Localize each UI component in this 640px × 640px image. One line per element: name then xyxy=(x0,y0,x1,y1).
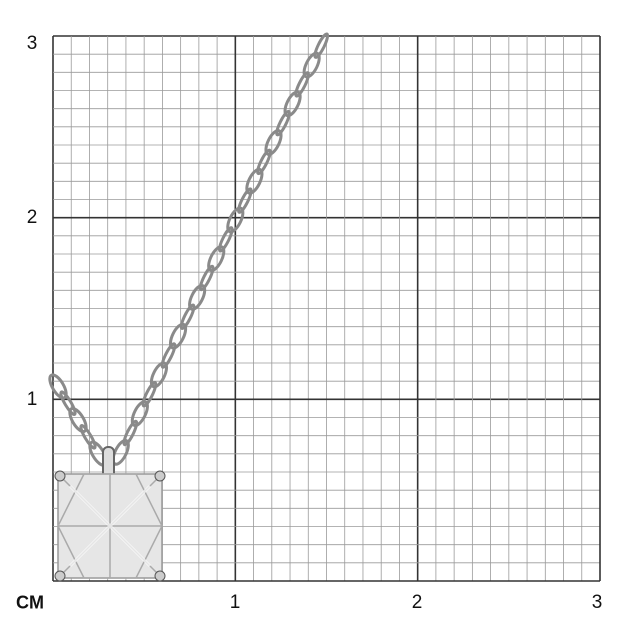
chain-link xyxy=(188,283,207,311)
chain-link xyxy=(313,32,330,59)
chain-link xyxy=(198,264,215,292)
y-label-3: 3 xyxy=(26,33,38,54)
chain-link xyxy=(256,148,272,176)
chain-link xyxy=(294,71,310,98)
prong xyxy=(54,470,66,482)
chain-link xyxy=(130,400,149,428)
chain-link xyxy=(79,424,97,450)
chain-link xyxy=(160,342,177,369)
unit-label: CM xyxy=(16,592,44,613)
prong xyxy=(154,570,166,582)
chain-link xyxy=(302,51,321,79)
chain-link xyxy=(111,438,130,466)
y-label-2: 2 xyxy=(26,207,38,228)
chain-link xyxy=(48,373,68,400)
chain-link xyxy=(245,167,264,195)
x-label-3: 3 xyxy=(591,592,603,613)
chain-link xyxy=(168,322,188,350)
princess-cut-diamond-pendant xyxy=(54,446,166,582)
chain-link xyxy=(275,109,291,137)
y-label-1: 1 xyxy=(26,389,38,410)
chain-link xyxy=(179,303,196,331)
chain-link xyxy=(122,419,139,447)
chain-link xyxy=(283,90,302,118)
chain-link xyxy=(141,380,158,408)
chain-link xyxy=(217,226,234,253)
chain-link xyxy=(237,187,253,214)
x-label-1: 1 xyxy=(229,592,241,613)
chain-link xyxy=(68,406,88,434)
chain-link xyxy=(226,206,245,234)
chain-link xyxy=(264,129,283,156)
x-label-2: 2 xyxy=(411,592,423,613)
chain-link xyxy=(59,390,77,416)
prong xyxy=(54,570,66,582)
prong xyxy=(154,470,166,482)
chain-link xyxy=(149,361,169,389)
grid-lines xyxy=(52,35,601,582)
chain-link xyxy=(207,245,226,273)
